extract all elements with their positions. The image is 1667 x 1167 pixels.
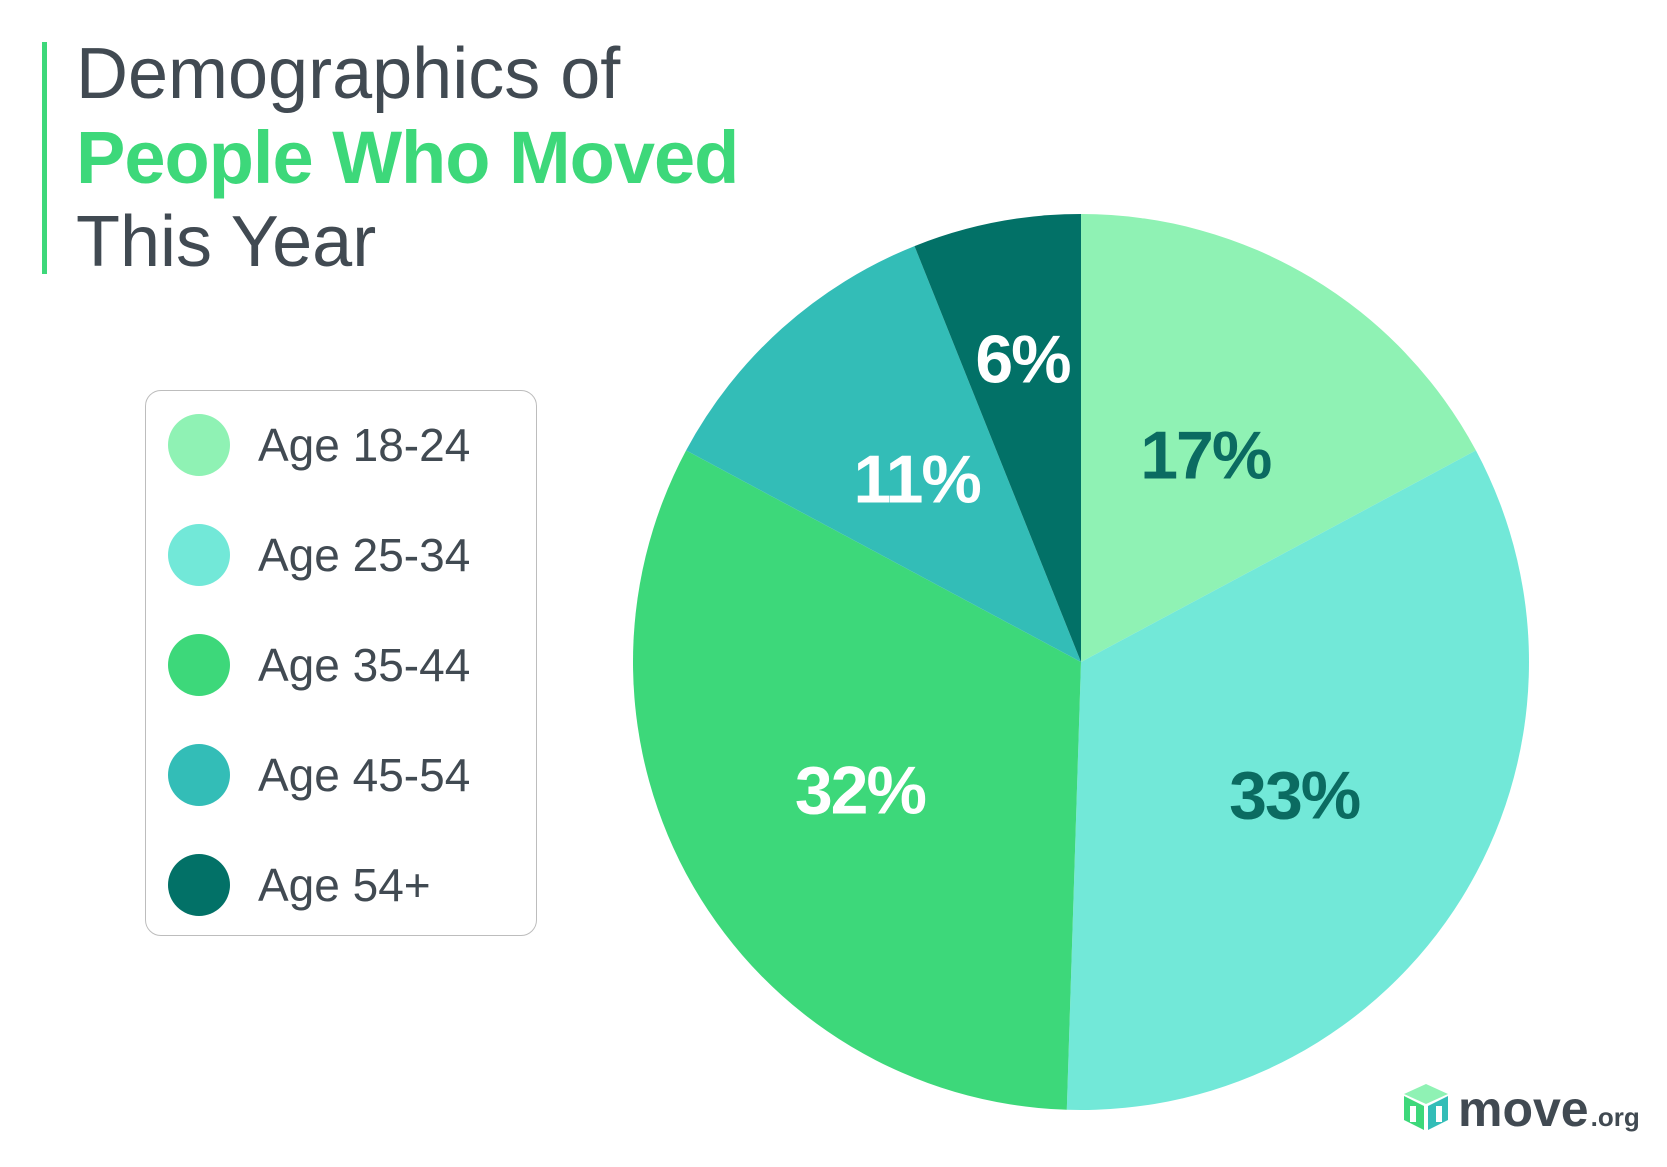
legend: Age 18-24 Age 25-34 Age 35-44 Age 45-54 … [145,390,537,936]
pie-slices [633,214,1529,1110]
legend-label: Age 18-24 [258,419,471,471]
legend-label: Age 45-54 [258,749,471,801]
move-org-logo: move .org [1402,1081,1640,1137]
logo-wordmark: move [1458,1081,1589,1137]
legend-item: Age 45-54 [168,743,470,807]
legend-swatch [168,524,230,586]
legend-item: Age 18-24 [168,413,470,477]
legend-swatch [168,634,230,696]
pie-slice-label: 6% [975,322,1070,398]
title-line-2: People Who Moved [76,116,739,199]
chart-title: Demographics of People Who Moved This Ye… [76,32,739,284]
legend-label: Age 35-44 [258,639,471,691]
logo-tld: .org [1590,1102,1640,1132]
legend-item: Age 25-34 [168,523,470,587]
title-line-3: This Year [76,202,377,282]
legend-item: Age 54+ [168,853,431,917]
legend-swatch [168,854,230,916]
box-logo-icon [1404,1084,1448,1130]
pie-slice-age-18-24 [1081,214,1476,662]
pie-slice-age-54- [914,214,1081,662]
legend-swatch [168,744,230,806]
title-accent-bar [42,42,47,274]
pie-slice-label: 33% [1229,757,1360,833]
pie-labels: 17% 33% 32% 11% 6% [795,322,1362,834]
legend-swatch [168,414,230,476]
pie-slice-label: 32% [795,753,926,829]
pie-slice-age-35-44 [633,450,1081,1110]
pie-slice-label: 17% [1140,417,1271,493]
legend-label: Age 54+ [258,859,431,911]
title-line-1: Demographics of [76,34,621,114]
pie-slice-age-25-34 [1066,450,1529,1110]
legend-item: Age 35-44 [168,633,470,697]
pie-slice-label: 11% [854,441,981,517]
legend-label: Age 25-34 [258,529,471,581]
pie-slice-age-45-54 [686,246,1081,662]
